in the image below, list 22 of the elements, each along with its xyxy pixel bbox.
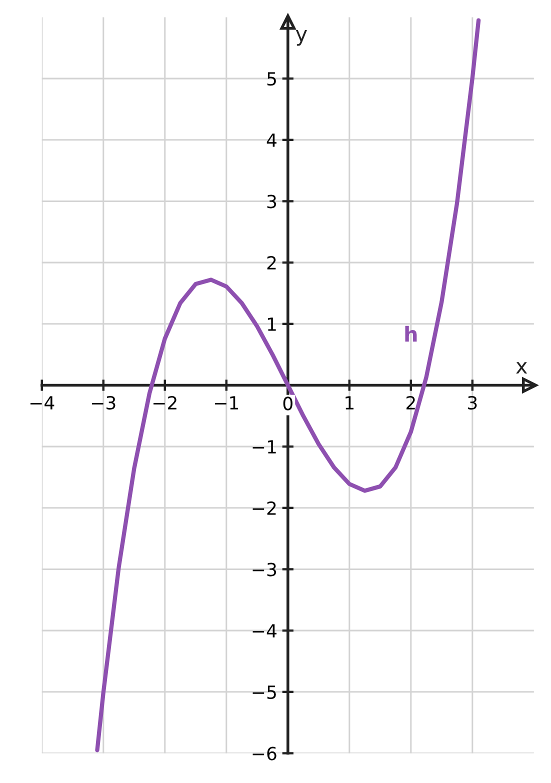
x-tick-label: −4 — [30, 396, 54, 410]
y-tick-label: 5 — [267, 72, 276, 86]
x-tick-label: 0 — [283, 396, 292, 410]
y-tick-label: 3 — [267, 194, 276, 208]
y-tick-label: 1 — [268, 318, 276, 331]
y-tick-label: −5 — [252, 686, 276, 700]
y-tick-label: −4 — [252, 624, 276, 638]
x-axis-title: x — [516, 362, 528, 374]
y-tick-label: −2 — [252, 501, 276, 515]
x-tick-label: −1 — [214, 396, 238, 410]
y-tick-label: −1 — [252, 440, 276, 454]
y-tick-label: 2 — [267, 256, 276, 270]
y-axis-title: y — [296, 30, 307, 46]
x-tick-label: −2 — [153, 396, 176, 410]
y-tick-label: −3 — [252, 562, 276, 576]
y-tick-label: 4 — [266, 134, 276, 147]
y-tick-label: −6 — [252, 746, 276, 760]
x-tick-label: −3 — [92, 396, 116, 410]
x-tick-label: 3 — [468, 396, 477, 410]
x-tick-label: 1 — [346, 396, 354, 410]
x-tick-label: 2 — [406, 396, 415, 410]
annotation: h — [405, 326, 417, 342]
